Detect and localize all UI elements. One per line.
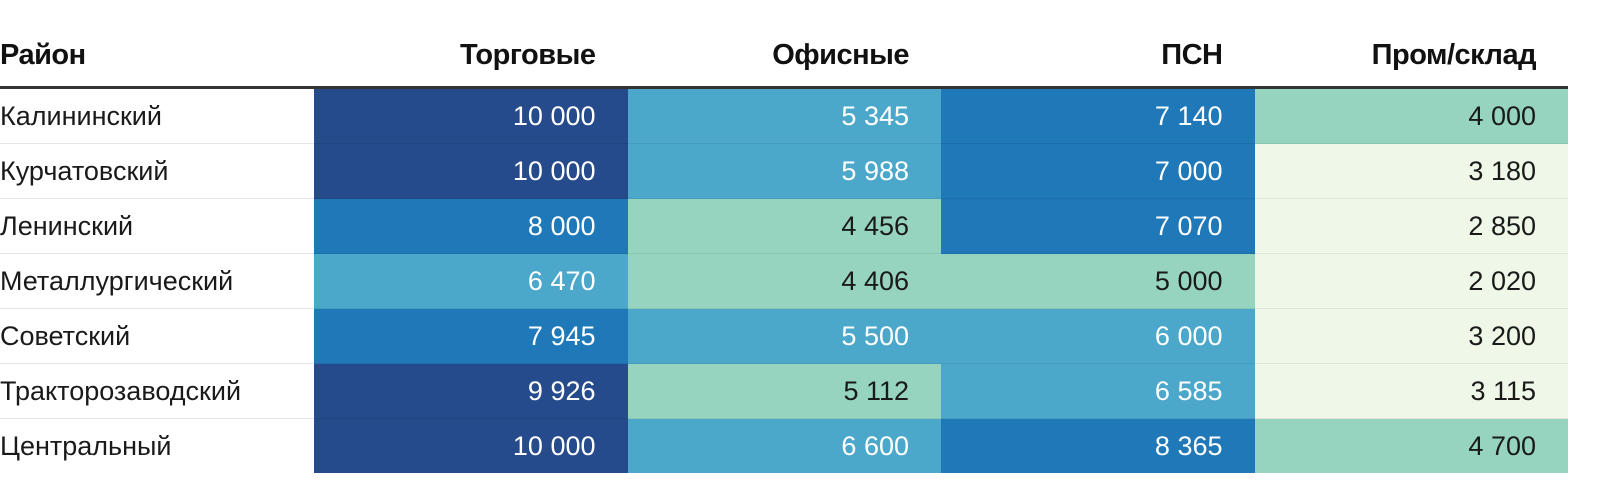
heat-cell: 5 500 [627,308,941,364]
heat-cell: 4 000 [1254,87,1568,144]
heat-cell: 5 000 [941,253,1255,309]
row-district-name: Калининский [0,87,314,144]
header-row: Район Торговые Офисные ПСН Пром/склад [0,24,1568,89]
table-row: Центральный 10 000 6 600 8 365 4 700 [0,418,1568,473]
heat-cell: 6 585 [941,363,1255,419]
header-industrial: Пром/склад [1254,24,1568,89]
header-retail: Торговые [314,24,628,89]
header-office: Офисные [627,24,941,89]
header-district: Район [0,24,314,89]
heat-cell: 6 470 [314,253,628,309]
heat-cell: 4 700 [1254,418,1568,473]
row-district-name: Металлургический [0,253,314,309]
heat-cell: 7 945 [314,308,628,364]
heat-cell: 5 345 [627,87,941,144]
table-body: Калининский 10 000 5 345 7 140 4 000 Курчатов… [0,87,1568,473]
row-district-name: Тракторозаводский [0,363,314,419]
heat-cell: 10 000 [314,87,628,144]
heat-cell: 6 000 [941,308,1255,364]
heat-cell: 9 926 [314,363,628,419]
row-district-name: Ленинский [0,198,314,254]
heat-cell: 3 200 [1254,308,1568,364]
table-row: Тракторозаводский 9 926 5 112 6 585 3 115 [0,363,1568,419]
row-district-name: Советский [0,308,314,364]
heat-cell: 10 000 [314,418,628,473]
heatmap-table: Район Торговые Офисные ПСН Пром/склад Ка… [0,24,1568,473]
heat-cell: 7 070 [941,198,1255,254]
heat-cell: 10 000 [314,143,628,199]
table-row: Ленинский 8 000 4 456 7 070 2 850 [0,198,1568,254]
table-row: Металлургический 6 470 4 406 5 000 2 020 [0,253,1568,309]
row-district-name: Курчатовский [0,143,314,199]
heat-cell: 8 000 [314,198,628,254]
heat-cell: 7 000 [941,143,1255,199]
heat-cell: 3 115 [1254,363,1568,419]
heat-cell: 4 406 [627,253,941,309]
table-row: Калининский 10 000 5 345 7 140 4 000 [0,87,1568,144]
heat-cell: 8 365 [941,418,1255,473]
heat-cell: 2 850 [1254,198,1568,254]
heat-cell: 3 180 [1254,143,1568,199]
heat-cell: 5 112 [627,363,941,419]
heat-cell: 2 020 [1254,253,1568,309]
header-psn: ПСН [941,24,1255,89]
table-row: Курчатовский 10 000 5 988 7 000 3 180 [0,143,1568,199]
heat-cell: 4 456 [627,198,941,254]
table-row: Советский 7 945 5 500 6 000 3 200 [0,308,1568,364]
heat-cell: 5 988 [627,143,941,199]
heat-cell: 6 600 [627,418,941,473]
row-district-name: Центральный [0,418,314,473]
heat-cell: 7 140 [941,87,1255,144]
